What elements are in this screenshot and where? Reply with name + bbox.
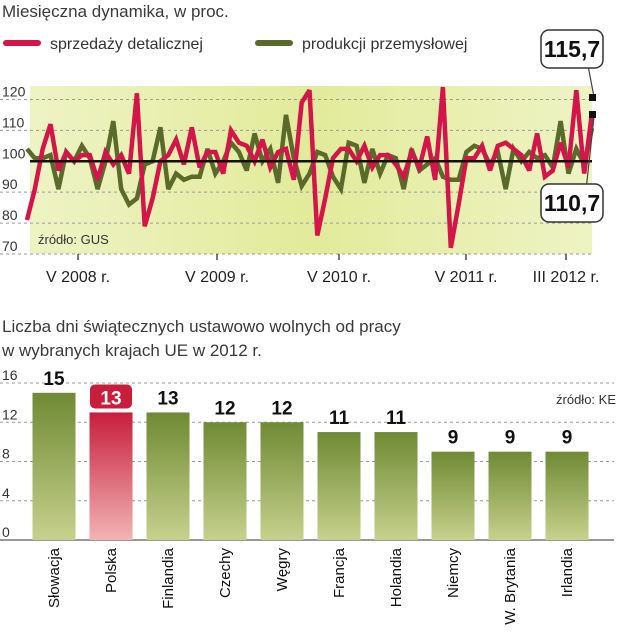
callout-industrial: 110,7 [540,111,604,223]
bar-chart-title-line-2: w wybranych krajach UE w 2012 r. [1,341,262,360]
bar-holandia [374,432,418,540]
y-tick-label-90: 90 [2,176,18,192]
bar-chart-bars [32,392,589,540]
bar-chart: Liczba dni świątecznych ustawowo wolnych… [0,317,616,625]
line-chart-x-axis: V 2008 r. V 2009 r. V 2010 r. V 2011 r. III … [46,254,599,286]
category-label: W. Brytania [502,547,519,624]
bar-y-tick-label-12: 12 [2,406,18,422]
category-label: Francja [331,547,348,598]
series-retail-line [24,86,595,249]
category-label: Słowacja [46,547,63,608]
bar-czechy [203,422,247,540]
bar-węgry [260,422,304,540]
bar-value-label: 15 [43,369,65,390]
legend-retail-label: sprzedaży detalicznej [50,36,203,53]
category-label: Polska [103,547,120,593]
bar-polska [89,412,133,540]
category-label: Holandia [388,547,405,607]
callout-retail: 115,7 [540,29,604,101]
bar-value-label: 9 [505,428,516,449]
x-tick-label: V 2009 r. [185,269,249,286]
line-chart-series [24,86,595,249]
category-label: Irlandia [559,547,576,597]
bar-chart-x-axis: Słowacja Polska Finlandia Czechy Węgry Francj… [46,547,576,624]
x-tick-label: V 2011 r. [435,269,498,286]
bar-słowacja [32,392,76,540]
bar-y-tick-label-8: 8 [2,446,10,462]
legend-industrial-label: produkcji przemysłowej [302,36,467,53]
y-tick-label-70: 70 [2,238,18,254]
bar-w-brytania [488,451,532,540]
bar-y-tick-label-4: 4 [2,485,10,501]
y-tick-label-80: 80 [2,207,18,223]
line-chart-gridlines [0,98,592,255]
line-chart-source: źródło: GUS [38,232,109,247]
line-chart-title: Miesięczna dynamika, w proc. [2,2,229,21]
bar-chart-data-labels: 15 13 13 12 12 11 11 9 9 9 [43,369,572,449]
y-tick-label-120: 120 [2,83,26,99]
bar-y-tick-label-0: 0 [2,524,10,540]
x-tick-label: III 2012 r. [533,269,600,286]
bar-finlandia [146,412,190,540]
callout-industrial-value: 110,7 [544,190,600,216]
bar-y-tick-label-16: 16 [2,367,18,383]
callout-industrial-marker [589,111,596,118]
bar-irlandia [545,451,589,540]
bar-value-label: 13 [157,388,178,409]
bar-value-label: 9 [448,428,459,449]
x-tick-label: V 2008 r. [46,269,110,286]
category-label: Niemcy [445,548,462,599]
category-label: Węgry [274,548,291,592]
bar-chart-title-line-1: Liczba dni świątecznych ustawowo wolnych… [2,317,401,336]
callout-retail-value: 115,7 [544,36,600,62]
bar-value-label: 11 [386,408,407,429]
y-tick-label-100: 100 [2,145,26,161]
bar-francja [317,432,361,540]
bar-value-label: 13 [100,388,121,409]
category-label: Finlandia [160,547,177,609]
bar-value-label: 12 [271,398,292,419]
line-chart: Miesięczna dynamika, w proc. sprzedaży d… [0,2,604,286]
callout-retail-marker [589,94,596,101]
x-tick-label: V 2010 r. [307,269,371,286]
highlight-badge [90,384,132,409]
legend: sprzedaży detalicznej produkcji przemysł… [3,36,467,53]
line-chart-y-axis: 70 80 90 100 110 120 [2,83,26,254]
bar-chart-source: źródło: KE [556,392,616,407]
bar-chart-y-axis: 0 4 8 12 16 [2,367,18,540]
bar-value-label: 11 [329,408,350,429]
bar-niemcy [431,451,475,540]
bar-value-label: 9 [562,428,573,449]
y-tick-label-110: 110 [2,114,25,130]
category-label: Czechy [217,548,234,599]
bar-value-label: 12 [214,398,235,419]
